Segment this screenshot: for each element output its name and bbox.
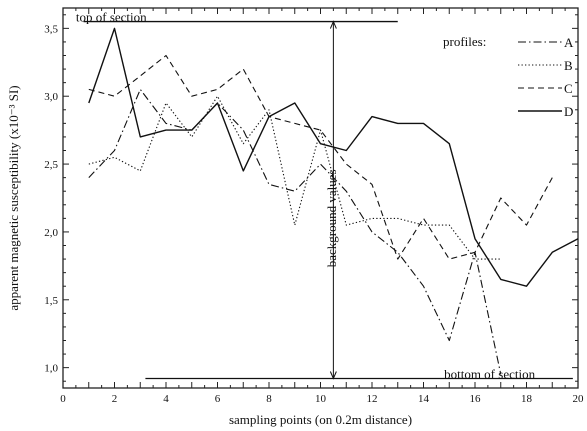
x-tick-label: 12	[367, 393, 378, 405]
reference-lines	[83, 20, 573, 380]
annotations: top of section bottom of section backgroun…	[76, 10, 536, 382]
y-axis-title: apparent magnetic susceptibility (x10⁻³ …	[6, 85, 21, 310]
x-tick-label: 18	[521, 393, 533, 405]
series-line-d	[88, 27, 579, 287]
series-line-b	[88, 95, 501, 260]
y-tick-label: 2,0	[44, 227, 58, 239]
x-tick-label: 0	[60, 393, 66, 405]
x-tick-label: 16	[470, 393, 482, 405]
top-of-section-label: top of section	[76, 10, 147, 25]
y-tick-label: 1,5	[44, 295, 58, 307]
y-ticks: 1,0 1,5 2,0 2,5 3,0 3,5	[44, 14, 578, 382]
background-values-label: background values	[324, 169, 339, 267]
series-group	[88, 27, 579, 375]
x-tick-label: 20	[573, 393, 585, 405]
x-tick-label: 4	[163, 393, 169, 405]
x-axis-title: sampling points (on 0.2m distance)	[229, 412, 412, 427]
arrow-down-icon	[329, 371, 337, 380]
series-line-a	[88, 88, 502, 375]
legend-label-d: D	[564, 104, 573, 119]
legend-label-a: A	[564, 35, 574, 50]
y-tick-label: 3,5	[44, 23, 58, 35]
y-tick-label: 1,0	[44, 363, 58, 375]
legend-title: profiles:	[443, 34, 486, 49]
legend-label-c: C	[564, 81, 573, 96]
x-tick-label: 6	[215, 393, 221, 405]
x-ticks: 0 2 4 6 8 10 12 14 16 18 20	[60, 8, 584, 405]
arrow-up-icon	[329, 20, 337, 29]
series-line-c	[88, 54, 553, 260]
x-tick-label: 8	[266, 393, 272, 405]
y-tick-label: 3,0	[44, 91, 58, 103]
x-tick-label: 2	[112, 393, 118, 405]
x-tick-label: 14	[418, 393, 430, 405]
x-tick-label: 10	[315, 393, 327, 405]
y-tick-label: 2,5	[44, 159, 58, 171]
legend-label-b: B	[564, 58, 573, 73]
bottom-of-section-label: bottom of section	[444, 367, 535, 382]
